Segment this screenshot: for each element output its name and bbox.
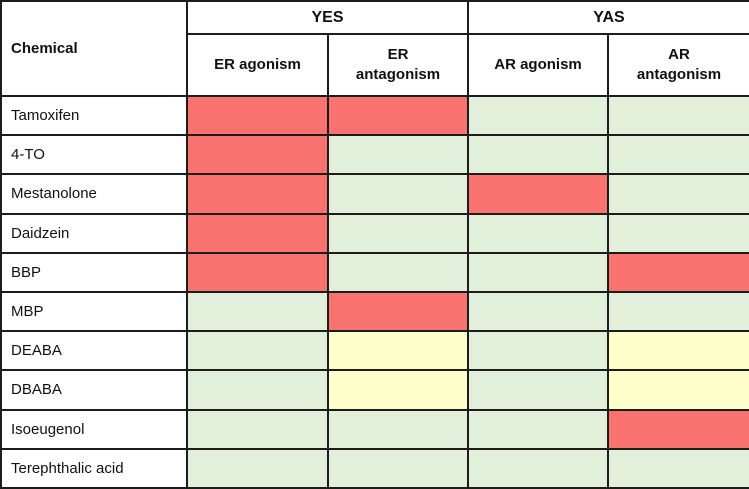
result-cell-negative [326, 447, 470, 489]
group-header-row: Chemical YES YAS [0, 0, 749, 97]
chemical-name-cell: Mestanolone [0, 173, 188, 215]
table-row: Isoeugenol [0, 408, 749, 450]
result-cell-negative [467, 251, 610, 293]
table-header: Chemical YES YAS ER agonism ER antagonis… [0, 0, 749, 97]
result-cell-positive [326, 94, 470, 137]
chemical-name-cell: Tamoxifen [0, 94, 188, 137]
chemical-name-cell: MBP [0, 290, 188, 333]
result-cell-equivocal [326, 369, 470, 411]
result-cell-negative [326, 408, 470, 450]
column-header-er-antagonism: ER antagonism [326, 33, 470, 97]
result-cell-positive [186, 173, 329, 215]
table-row: DEABA [0, 330, 749, 372]
result-cell-negative [326, 251, 470, 293]
chemical-column-header: Chemical [0, 0, 188, 97]
chemical-name-cell: Daidzein [0, 212, 188, 254]
result-cell-negative [467, 330, 610, 372]
result-cell-negative [607, 290, 749, 333]
result-cell-negative [467, 408, 610, 450]
result-cell-negative [467, 212, 610, 254]
result-cell-negative [186, 408, 329, 450]
chemical-name-cell: DEABA [0, 330, 188, 372]
result-cell-negative [326, 134, 470, 176]
result-cell-equivocal [607, 369, 749, 411]
chemical-name-cell: Isoeugenol [0, 408, 188, 450]
chemical-name-cell: 4-TO [0, 134, 188, 176]
chemical-name-cell: BBP [0, 251, 188, 293]
result-cell-positive [186, 134, 329, 176]
result-cell-negative [186, 447, 329, 489]
table-row: Tamoxifen [0, 94, 749, 137]
result-cell-negative [467, 369, 610, 411]
table-row: BBP [0, 251, 749, 293]
chemical-name-cell: DBABA [0, 369, 188, 411]
table-row: MBP [0, 290, 749, 333]
result-cell-negative [467, 447, 610, 489]
column-header-er-agonism: ER agonism [186, 33, 329, 97]
group-header-yes: YES [185, 0, 470, 35]
result-cell-negative [607, 134, 749, 176]
table-row: Terephthalic acid [0, 447, 749, 489]
table-body: Tamoxifen 4-TO Mestanolone Daidzein BBP MBP DE… [0, 94, 749, 489]
result-cell-positive [607, 408, 749, 450]
column-header-row: ER agonism ER antagonism AR agonism AR a… [1, 33, 749, 97]
result-cell-negative [467, 134, 610, 176]
table-row: Daidzein [0, 212, 749, 254]
result-cell-negative [326, 173, 470, 215]
column-header-ar-agonism: AR agonism [467, 33, 610, 97]
result-cell-positive [607, 251, 749, 293]
result-cell-negative [607, 94, 749, 137]
result-cell-negative [607, 212, 749, 254]
table-row: Mestanolone [0, 173, 749, 215]
result-cell-equivocal [326, 330, 470, 372]
column-header-ar-antagonism: AR antagonism [607, 33, 749, 97]
group-header-yas: YAS [467, 0, 749, 35]
result-cell-negative [186, 369, 329, 411]
result-cell-equivocal [607, 330, 749, 372]
result-cell-negative [467, 290, 610, 333]
table-row: 4-TO [0, 134, 749, 176]
result-cell-negative [186, 330, 329, 372]
result-cell-negative [186, 290, 329, 333]
result-cell-negative [467, 94, 610, 137]
result-cell-negative [607, 447, 749, 489]
chemical-name-cell: Terephthalic acid [0, 447, 188, 489]
result-cell-positive [467, 173, 610, 215]
table-row: DBABA [0, 369, 749, 411]
result-cell-negative [326, 212, 470, 254]
result-cell-positive [186, 94, 329, 137]
result-cell-positive [186, 212, 329, 254]
result-cell-positive [186, 251, 329, 293]
result-cell-positive [326, 290, 470, 333]
result-cell-negative [607, 173, 749, 215]
